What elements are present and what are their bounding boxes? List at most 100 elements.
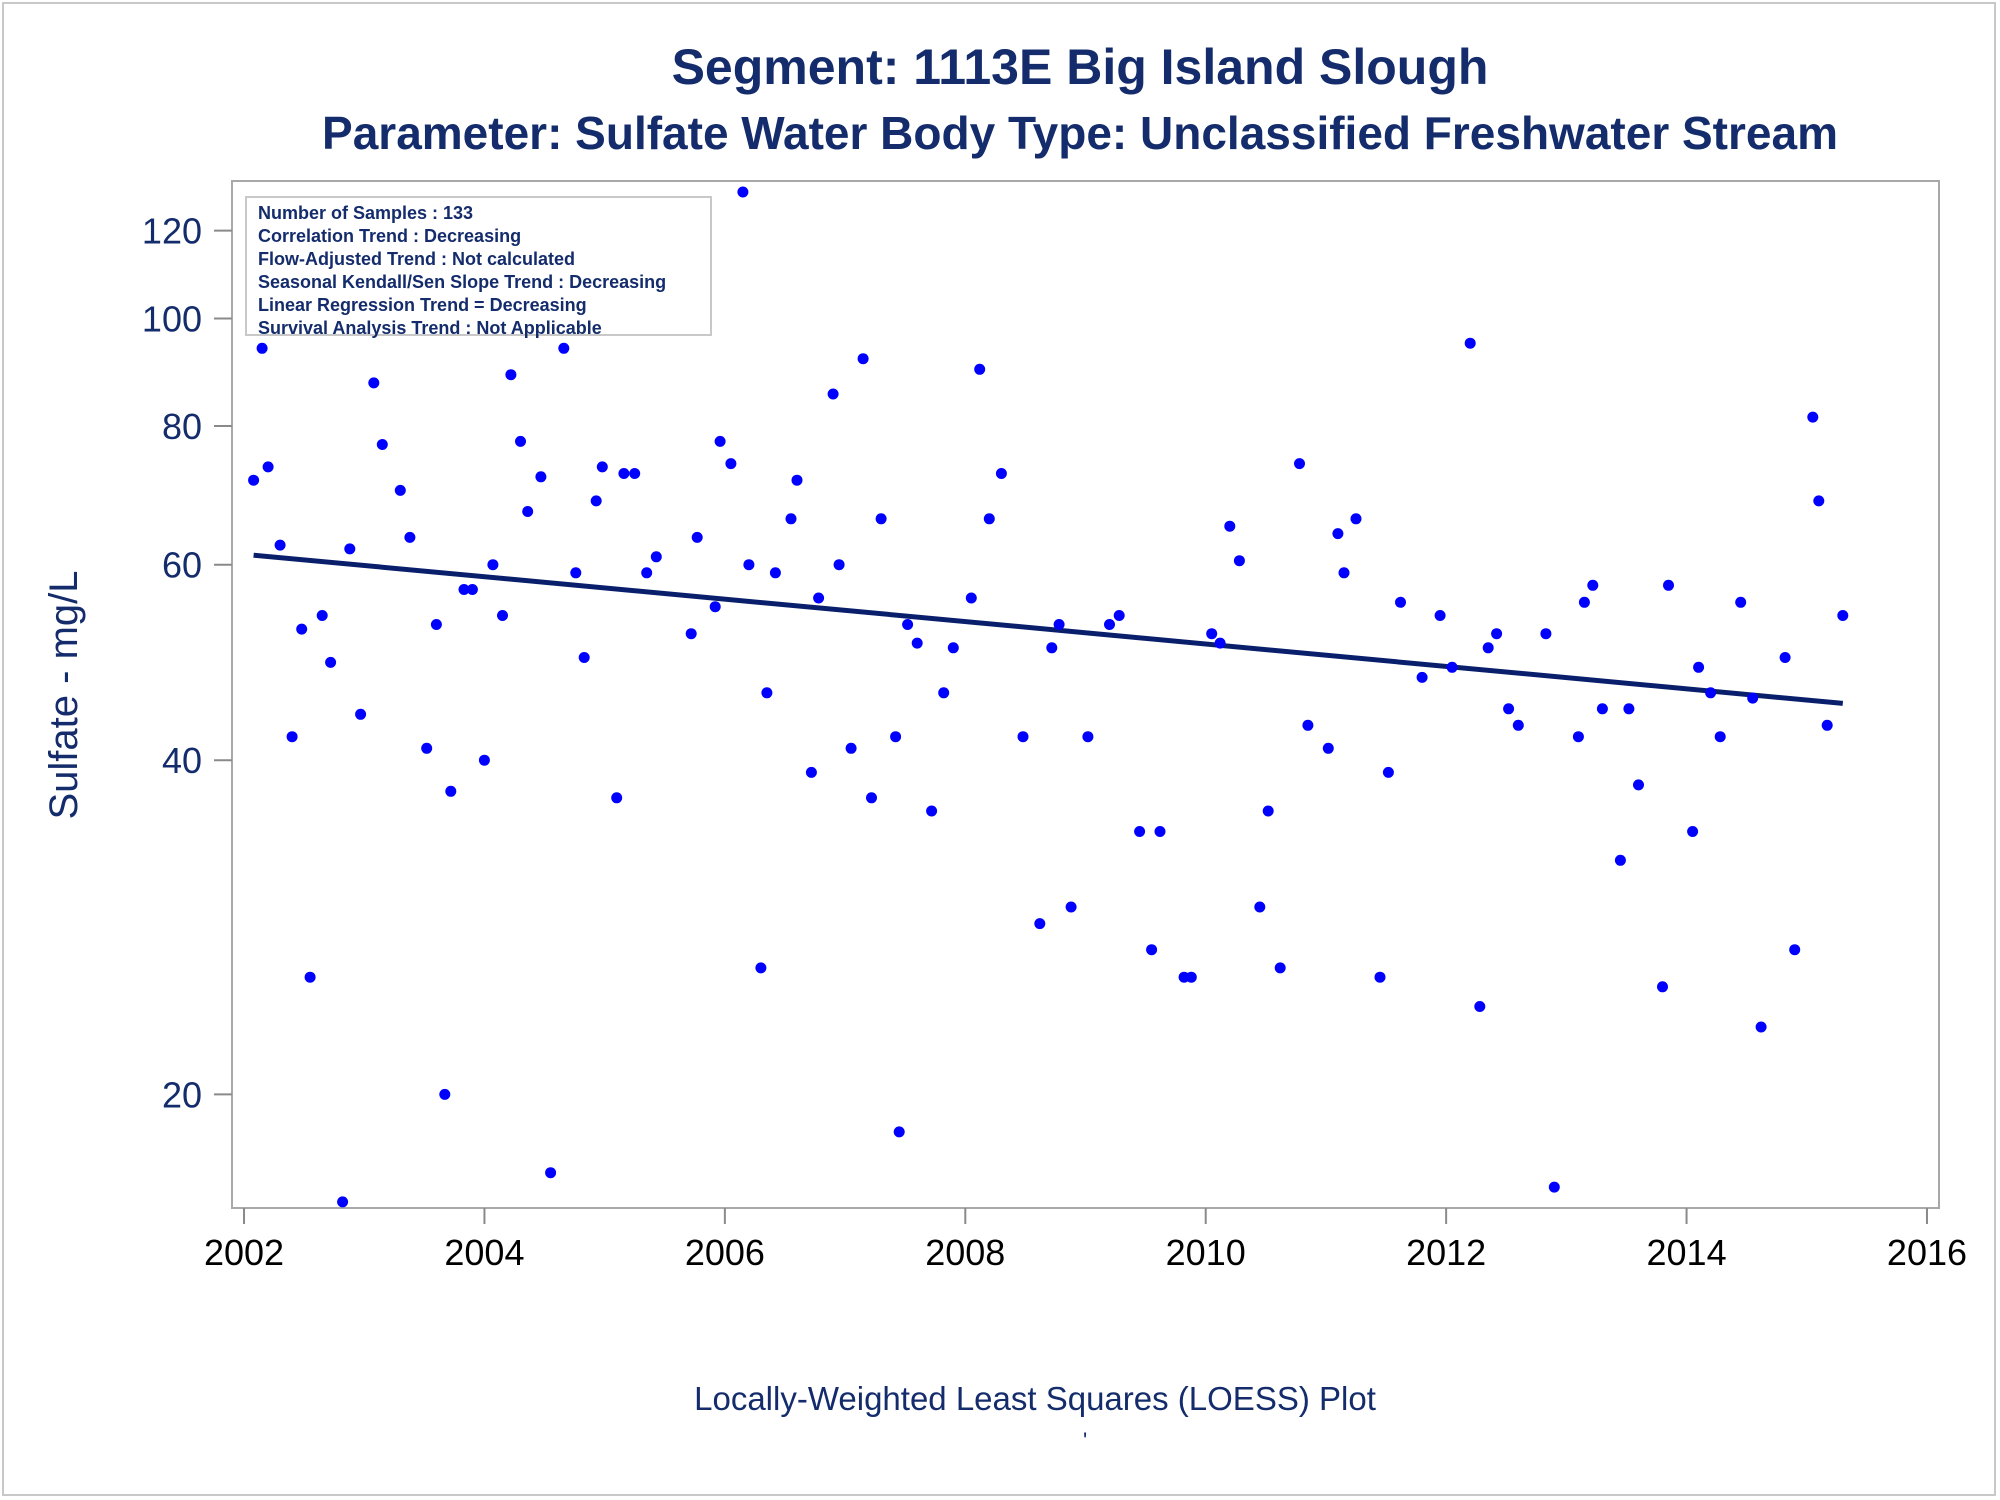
data-point xyxy=(1104,619,1115,630)
data-point xyxy=(995,468,1007,479)
data-point xyxy=(325,656,337,668)
stats-line: Flow-Adjusted Trend : Not calculated xyxy=(258,249,576,269)
x-tick-label: 2006 xyxy=(685,1232,765,1273)
x-axis: 2002 2004 2006 2008 2010 2012 2014 2016 xyxy=(204,1208,1967,1273)
data-point xyxy=(1338,567,1350,579)
data-point xyxy=(1274,962,1286,974)
data-point xyxy=(1332,528,1344,540)
data-point xyxy=(558,342,570,354)
data-point xyxy=(522,506,534,517)
data-point xyxy=(1503,703,1515,715)
data-point xyxy=(368,377,380,389)
data-point xyxy=(1540,628,1552,640)
data-point xyxy=(761,687,773,699)
data-point xyxy=(445,785,457,797)
data-point xyxy=(296,623,308,635)
data-point xyxy=(1482,642,1494,654)
data-point xyxy=(421,742,433,754)
data-point xyxy=(1735,596,1747,608)
data-point xyxy=(1572,731,1584,743)
data-point xyxy=(1214,637,1226,649)
data-point xyxy=(827,388,839,400)
data-point xyxy=(691,531,703,543)
data-point xyxy=(611,792,623,804)
data-point xyxy=(813,592,825,604)
data-point xyxy=(1464,337,1476,349)
stats-line: Survival Analysis Trend : Not Applicable xyxy=(258,318,602,338)
data-point xyxy=(685,628,697,640)
y-tick-label: 120 xyxy=(142,211,202,252)
x-tick-label: 2008 xyxy=(925,1232,1005,1273)
data-point xyxy=(439,1088,451,1100)
data-point xyxy=(641,567,653,579)
stats-line: Number of Samples : 133 xyxy=(258,203,474,223)
data-point xyxy=(1113,610,1125,621)
data-point xyxy=(974,363,986,375)
data-point xyxy=(866,792,877,804)
data-point xyxy=(1596,703,1608,715)
chart-title: Segment: 1113E Big Island Slough xyxy=(671,39,1489,95)
data-point xyxy=(1663,579,1674,591)
y-axis: 20 40 60 80 100 120 xyxy=(142,211,232,1115)
y-tick-label: 60 xyxy=(162,545,202,586)
data-point xyxy=(248,474,260,486)
data-point xyxy=(857,353,869,365)
chart-subtitle: Parameter: Sulfate Water Body Type: Uncl… xyxy=(322,107,1838,159)
data-point xyxy=(304,971,316,983)
data-point xyxy=(596,461,608,473)
data-point xyxy=(570,567,582,579)
data-point xyxy=(1185,971,1197,983)
stats-line: Correlation Trend : Decreasing xyxy=(258,226,522,246)
data-point xyxy=(1474,1001,1486,1012)
data-point xyxy=(1491,628,1503,640)
data-point xyxy=(515,435,526,447)
x-tick-label: 2016 xyxy=(1887,1232,1967,1273)
data-point xyxy=(1821,719,1833,731)
points-layer xyxy=(248,186,1849,1208)
data-point xyxy=(478,754,490,766)
stats-line: Linear Regression Trend = Decreasing xyxy=(258,295,587,315)
data-point xyxy=(983,513,995,525)
data-point xyxy=(629,468,641,479)
data-point xyxy=(1807,411,1819,423)
data-point xyxy=(545,1167,557,1179)
data-point xyxy=(404,531,416,543)
data-point xyxy=(1374,971,1386,983)
data-point xyxy=(1578,596,1590,608)
data-point xyxy=(737,186,749,198)
data-point xyxy=(1395,596,1406,608)
y-axis-title: Sulfate - mg/L xyxy=(42,570,86,819)
data-point xyxy=(947,642,959,654)
data-point xyxy=(1446,661,1458,673)
x-tick-label: 2010 xyxy=(1166,1232,1246,1273)
data-point xyxy=(890,731,902,743)
stats-line: Seasonal Kendall/Sen Slope Trend : Decre… xyxy=(258,272,667,292)
data-point xyxy=(274,539,286,551)
data-point xyxy=(355,708,367,720)
data-point xyxy=(497,610,508,621)
data-point xyxy=(618,468,630,479)
data-point xyxy=(1779,652,1791,663)
x-tick-label: 2004 xyxy=(444,1232,524,1273)
data-point xyxy=(1657,981,1668,993)
data-point xyxy=(1633,779,1644,791)
data-point xyxy=(893,1126,905,1138)
data-point xyxy=(833,559,845,571)
data-point xyxy=(714,435,726,447)
data-point xyxy=(1134,826,1146,837)
data-point xyxy=(1548,1181,1560,1193)
data-point xyxy=(1837,610,1849,621)
data-point xyxy=(1434,610,1446,621)
data-point xyxy=(1614,854,1626,866)
x-tick-label: 2014 xyxy=(1647,1232,1727,1273)
data-point xyxy=(535,471,547,483)
data-point xyxy=(1789,944,1801,956)
y-tick-label: 80 xyxy=(162,406,202,447)
x-tick-label: 2012 xyxy=(1406,1232,1486,1273)
data-point xyxy=(1053,619,1065,630)
data-point xyxy=(1747,692,1759,704)
data-point xyxy=(394,484,406,496)
data-point xyxy=(1623,703,1635,715)
data-point xyxy=(785,513,797,525)
